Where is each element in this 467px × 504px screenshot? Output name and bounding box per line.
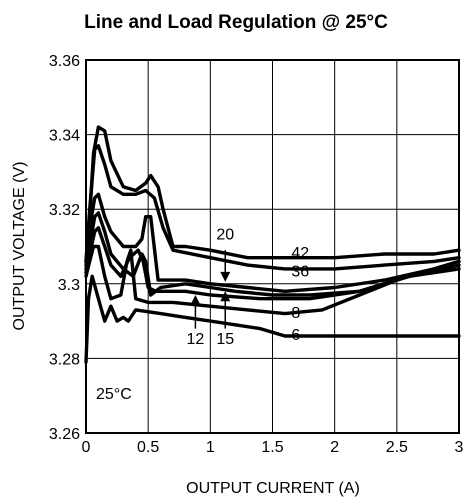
series-line-20 [84,192,461,293]
curve-label-12: 12 [187,331,205,348]
x-axis-label: OUTPUT CURRENT (A) [186,480,360,497]
curve-label-20: 20 [216,226,234,243]
y-tick-label: 3.26 [49,426,80,443]
y-tick-label: 3.3 [58,277,80,294]
series-line-12 [84,226,461,301]
arrow-20 [220,250,231,282]
curve-labels: 42 36 20 15 12 8 6 [187,226,310,347]
series-line-8 [84,244,461,316]
curve-label-36: 36 [291,264,309,281]
series-line-36 [84,144,461,271]
annotation-arrows [190,250,231,329]
series-lines [84,125,461,364]
series-line-42 [84,125,461,264]
grid-lines [85,59,460,434]
arrow-12 [190,294,201,329]
curve-label-42: 42 [291,245,309,262]
x-tick-label: 2.5 [386,439,408,456]
arrow-15 [220,291,231,329]
series-line-6 [84,274,461,364]
y-tick-label: 3.32 [49,202,80,219]
curve-label-15: 15 [216,331,234,348]
curve-label-8: 8 [291,305,300,322]
y-tick-label: 3.28 [49,351,80,368]
x-tick-label: 1 [206,439,215,456]
y-axis-label: OUTPUT VOLTAGE (V) [11,162,28,331]
x-tick-label: 0.5 [137,439,159,456]
series-line-15 [84,211,461,297]
y-tick-label: 3.34 [49,128,80,145]
y-tick-labels: 3.26 3.28 3.3 3.32 3.34 3.36 [49,53,80,443]
x-tick-labels: 0 0.5 1 1.5 2 2.5 3 [82,439,464,456]
x-tick-label: 3 [455,439,464,456]
curve-label-6: 6 [291,327,300,344]
temperature-annotation: 25°C [96,386,132,403]
x-tick-label: 1.5 [261,439,283,456]
y-tick-label: 3.36 [49,53,80,70]
x-tick-label: 2 [330,439,339,456]
x-tick-label: 0 [82,439,91,456]
chart-title: Line and Load Regulation @ 25°C [84,12,388,33]
